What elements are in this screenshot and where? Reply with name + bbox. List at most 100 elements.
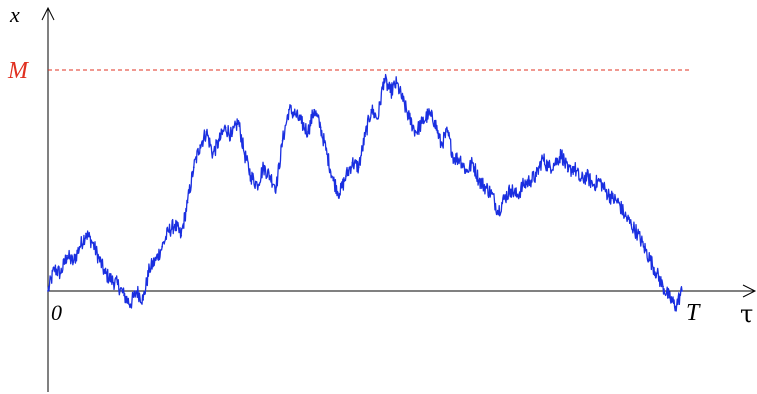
data-point xyxy=(484,186,487,189)
data-point xyxy=(630,223,633,226)
data-point xyxy=(560,153,563,155)
data-point xyxy=(497,210,500,213)
data-point xyxy=(478,179,481,182)
data-point xyxy=(161,245,164,248)
data-point xyxy=(446,130,449,133)
data-points-group xyxy=(47,77,683,308)
data-point xyxy=(53,268,56,270)
data-point xyxy=(376,117,379,120)
data-point xyxy=(522,184,525,186)
data-point xyxy=(364,135,366,138)
data-point xyxy=(662,285,664,288)
data-point xyxy=(91,241,94,244)
data-point xyxy=(66,254,68,257)
series-line xyxy=(47,73,683,312)
data-point xyxy=(262,166,265,169)
data-point xyxy=(674,305,677,308)
data-point xyxy=(135,290,138,292)
data-point xyxy=(414,130,417,133)
data-point xyxy=(592,184,595,186)
data-point xyxy=(370,108,373,111)
data-point xyxy=(85,232,87,235)
data-point xyxy=(452,157,455,160)
data-point xyxy=(490,192,493,195)
y-axis-arrow-icon xyxy=(41,6,55,21)
data-point xyxy=(218,139,221,142)
data-point xyxy=(345,175,347,177)
data-point xyxy=(211,153,214,155)
data-point xyxy=(338,192,341,195)
data-point xyxy=(129,303,132,306)
x-axis-arrow-icon xyxy=(742,284,757,298)
x-axis-label: τ xyxy=(740,300,753,328)
data-point xyxy=(288,108,290,111)
data-point xyxy=(110,279,113,281)
data-point xyxy=(142,298,145,301)
data-point xyxy=(535,175,538,177)
data-point xyxy=(389,91,392,93)
data-point xyxy=(433,119,436,122)
data-point xyxy=(275,186,278,189)
max-label: M xyxy=(7,58,30,84)
data-point xyxy=(230,135,233,138)
data-point xyxy=(503,197,506,200)
data-point xyxy=(199,144,202,147)
data-point xyxy=(681,290,683,292)
data-point xyxy=(319,126,322,129)
data-point xyxy=(402,100,404,102)
data-point xyxy=(186,201,189,204)
data-point xyxy=(586,175,588,177)
origin-label: 0 xyxy=(51,300,62,325)
data-point xyxy=(281,139,284,142)
data-point xyxy=(459,157,461,160)
data-point xyxy=(421,122,423,124)
data-point xyxy=(617,201,620,204)
data-point xyxy=(47,290,49,292)
data-point xyxy=(579,179,582,182)
data-point xyxy=(566,170,569,173)
data-point xyxy=(332,179,335,182)
data-point xyxy=(78,245,81,248)
data-point xyxy=(167,230,170,233)
data-point xyxy=(465,170,468,173)
data-point xyxy=(269,175,271,177)
data-point xyxy=(509,188,512,191)
data-point xyxy=(326,153,328,155)
data-point xyxy=(605,190,607,193)
data-point xyxy=(636,232,639,235)
data-point xyxy=(516,195,519,197)
data-point xyxy=(668,296,671,299)
data-point xyxy=(116,283,119,286)
data-point xyxy=(528,179,531,182)
end-label: T xyxy=(686,300,701,326)
data-point xyxy=(471,161,474,164)
data-point xyxy=(395,82,398,85)
data-point xyxy=(440,144,442,147)
data-point xyxy=(59,272,62,275)
data-point xyxy=(357,166,360,169)
data-point xyxy=(351,161,354,164)
data-point xyxy=(408,117,411,120)
data-point xyxy=(180,234,183,237)
data-point xyxy=(243,153,246,155)
data-point xyxy=(249,175,252,177)
data-point xyxy=(655,272,658,275)
data-point xyxy=(123,294,125,297)
y-axis-label: x xyxy=(9,2,20,27)
data-point xyxy=(643,245,645,248)
data-point xyxy=(307,130,309,133)
data-point xyxy=(611,197,614,200)
data-point xyxy=(237,119,240,122)
data-point xyxy=(313,108,316,111)
data-point xyxy=(427,113,430,116)
data-point xyxy=(541,157,544,160)
data-point xyxy=(205,130,208,133)
data-point xyxy=(554,161,557,164)
data-point xyxy=(97,256,100,259)
data-point xyxy=(154,259,157,261)
data-point xyxy=(624,214,626,217)
data-point xyxy=(192,166,195,169)
data-point xyxy=(294,113,297,116)
data-point xyxy=(173,223,176,226)
